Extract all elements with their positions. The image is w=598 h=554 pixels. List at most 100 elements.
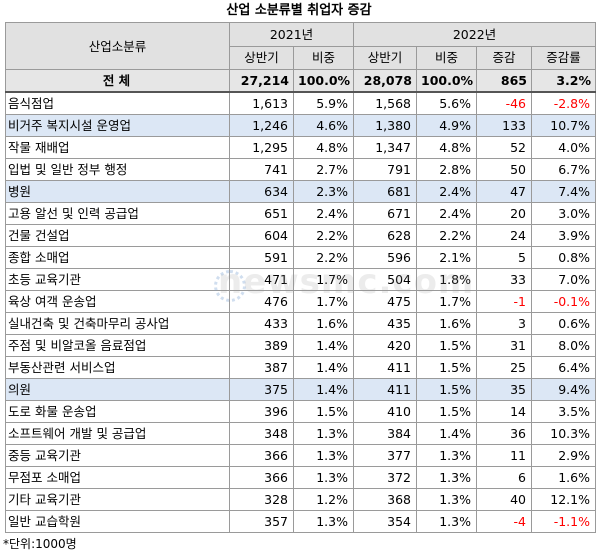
table-row: 작물 재배업 1,295 4.8% 1,347 4.8% 52 4.0% (5, 136, 596, 159)
industry-name-cell: 비거주 복지시설 운영업 (5, 114, 230, 137)
first-half-2022-cell: 377 (353, 444, 417, 467)
industry-name-cell: 도로 화물 운송업 (5, 400, 230, 423)
share-2021-cell: 2.3% (293, 180, 354, 203)
industry-name-cell: 고용 알선 및 인력 공급업 (5, 202, 230, 225)
first-half-2021-cell: 1,295 (229, 136, 294, 159)
industry-name-cell: 입법 및 일반 정부 행정 (5, 158, 230, 181)
share-2021-cell: 1.4% (293, 356, 354, 379)
change-cell: 35 (476, 378, 532, 401)
industry-name-cell: 주점 및 비알코올 음료점업 (5, 334, 230, 357)
change-rate-cell: -1.1% (531, 510, 596, 533)
table-row: 입법 및 일반 정부 행정 741 2.7% 791 2.8% 50 6.7% (5, 158, 596, 181)
industry-name-cell: 실내건축 및 건축마무리 공사업 (5, 312, 230, 335)
share-2022-cell: 2.1% (416, 246, 477, 269)
change-rate-cell: 9.4% (531, 378, 596, 401)
industry-name-cell: 병원 (5, 180, 230, 203)
industry-name-cell: 작물 재배업 (5, 136, 230, 159)
first-half-2022-cell: 791 (353, 158, 417, 181)
header-2022-share: 비중 (416, 46, 477, 70)
header-2022-first-half: 상반기 (353, 46, 417, 70)
share-2021-cell: 1.5% (293, 400, 354, 423)
header-change: 증감 (476, 46, 532, 70)
first-half-2022-cell: 1,380 (353, 114, 417, 137)
first-half-2022-cell: 475 (353, 290, 417, 313)
table-row: 실내건축 및 건축마무리 공사업 433 1.6% 435 1.6% 3 0.6% (5, 312, 596, 335)
share-2021-cell: 4.8% (293, 136, 354, 159)
share-2022-cell: 1.5% (416, 400, 477, 423)
first-half-2021-cell: 387 (229, 356, 294, 379)
table-row: 중등 교육기관 366 1.3% 377 1.3% 11 2.9% (5, 444, 596, 467)
share-2022-cell: 1.8% (416, 268, 477, 291)
table-row: 초등 교육기관 471 1.7% 504 1.8% 33 7.0% (5, 268, 596, 291)
total-change-rate: 3.2% (531, 69, 596, 93)
first-half-2022-cell: 410 (353, 400, 417, 423)
first-half-2021-cell: 1,613 (229, 91, 294, 115)
industry-name-cell: 부동산관련 서비스업 (5, 356, 230, 379)
first-half-2022-cell: 671 (353, 202, 417, 225)
change-cell: 20 (476, 202, 532, 225)
change-rate-cell: 8.0% (531, 334, 596, 357)
first-half-2021-cell: 604 (229, 224, 294, 247)
total-row: 전 체 27,214 100.0% 28,078 100.0% 865 3.2% (5, 69, 596, 93)
first-half-2021-cell: 396 (229, 400, 294, 423)
first-half-2021-cell: 375 (229, 378, 294, 401)
first-half-2022-cell: 372 (353, 466, 417, 489)
first-half-2021-cell: 348 (229, 422, 294, 445)
change-rate-cell: 0.6% (531, 312, 596, 335)
table-row: 육상 여객 운송업 476 1.7% 475 1.7% -1 -0.1% (5, 290, 596, 313)
table-row: 부동산관련 서비스업 387 1.4% 411 1.5% 25 6.4% (5, 356, 596, 379)
share-2022-cell: 4.8% (416, 136, 477, 159)
share-2021-cell: 1.6% (293, 312, 354, 335)
unit-note: *단위:1000명 (3, 537, 77, 551)
share-2022-cell: 4.9% (416, 114, 477, 137)
share-2021-cell: 2.2% (293, 224, 354, 247)
change-cell: 40 (476, 488, 532, 511)
share-2021-cell: 1.3% (293, 444, 354, 467)
share-2022-cell: 1.3% (416, 510, 477, 533)
share-2022-cell: 2.4% (416, 202, 477, 225)
header-year-2022: 2022년 (353, 22, 596, 47)
industry-name-cell: 중등 교육기관 (5, 444, 230, 467)
first-half-2022-cell: 504 (353, 268, 417, 291)
first-half-2022-cell: 411 (353, 356, 417, 379)
first-half-2022-cell: 681 (353, 180, 417, 203)
change-cell: 31 (476, 334, 532, 357)
change-rate-cell: 6.4% (531, 356, 596, 379)
industry-name-cell: 음식점업 (5, 91, 230, 115)
share-2021-cell: 4.6% (293, 114, 354, 137)
first-half-2022-cell: 1,347 (353, 136, 417, 159)
change-rate-cell: 0.8% (531, 246, 596, 269)
change-cell: -1 (476, 290, 532, 313)
first-half-2022-cell: 384 (353, 422, 417, 445)
table-row: 의원 375 1.4% 411 1.5% 35 9.4% (5, 378, 596, 401)
share-2021-cell: 1.4% (293, 378, 354, 401)
header-2021-first-half: 상반기 (229, 46, 294, 70)
first-half-2022-cell: 411 (353, 378, 417, 401)
first-half-2021-cell: 366 (229, 466, 294, 489)
change-cell: 47 (476, 180, 532, 203)
change-cell: 6 (476, 466, 532, 489)
change-cell: 11 (476, 444, 532, 467)
first-half-2022-cell: 596 (353, 246, 417, 269)
first-half-2021-cell: 389 (229, 334, 294, 357)
share-2022-cell: 1.5% (416, 356, 477, 379)
table-row: 음식점업 1,613 5.9% 1,568 5.6% -46 -2.8% (5, 91, 596, 115)
table-row: 종합 소매업 591 2.2% 596 2.1% 5 0.8% (5, 246, 596, 269)
change-cell: 14 (476, 400, 532, 423)
share-2021-cell: 1.4% (293, 334, 354, 357)
employment-table: 산업소분류 2021년 2022년 상반기 비중 상반기 비중 증감 증감률 전… (5, 22, 596, 533)
table-row: 기타 교육기관 328 1.2% 368 1.3% 40 12.1% (5, 488, 596, 511)
header-industry: 산업소분류 (5, 22, 230, 70)
share-2022-cell: 1.3% (416, 488, 477, 511)
change-rate-cell: 12.1% (531, 488, 596, 511)
table-row: 고용 알선 및 인력 공급업 651 2.4% 671 2.4% 20 3.0% (5, 202, 596, 225)
industry-name-cell: 초등 교육기관 (5, 268, 230, 291)
industry-name-cell: 무점포 소매업 (5, 466, 230, 489)
share-2021-cell: 1.3% (293, 422, 354, 445)
change-cell: 24 (476, 224, 532, 247)
first-half-2021-cell: 433 (229, 312, 294, 335)
change-rate-cell: 3.5% (531, 400, 596, 423)
first-half-2021-cell: 471 (229, 268, 294, 291)
share-2021-cell: 1.7% (293, 268, 354, 291)
first-half-2021-cell: 634 (229, 180, 294, 203)
